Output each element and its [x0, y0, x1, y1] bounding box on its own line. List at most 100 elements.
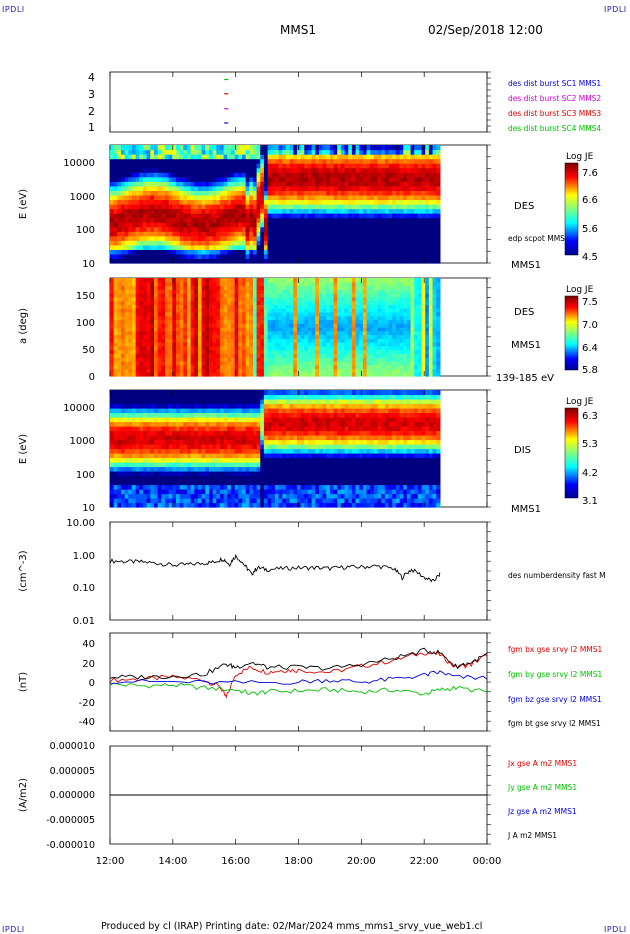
des-energy-cell	[110, 208, 115, 214]
des-energy-cell	[311, 253, 316, 260]
des-pitch-cell	[157, 319, 162, 324]
des-energy-cell	[300, 185, 305, 191]
des-pitch-cell	[164, 293, 170, 298]
des-pitch-cell	[146, 349, 151, 354]
des-pitch-cell	[128, 293, 133, 298]
des-pitch-cell	[414, 360, 419, 366]
des-energy-cell	[208, 258, 214, 264]
des-energy-cell	[175, 199, 181, 205]
des-pitch-cell	[139, 289, 144, 294]
des-energy-cell	[414, 149, 419, 155]
des-energy-cell	[432, 222, 437, 228]
des-energy-cell	[172, 185, 177, 191]
des-energy-cell	[381, 253, 386, 260]
des-pitch-cell	[359, 327, 364, 332]
des-pitch-cell	[296, 278, 302, 283]
des-pitch-cell	[124, 289, 129, 294]
des-pitch-cell	[139, 308, 144, 313]
des-pitch-cell	[110, 345, 115, 351]
des-pitch-cell	[121, 308, 126, 313]
des-energy-cell	[274, 172, 280, 178]
des-energy-cell	[128, 240, 133, 246]
des-pitch-cell	[164, 323, 170, 328]
dis-energy-cell	[146, 493, 151, 499]
des-pitch-cell	[230, 364, 236, 370]
des-pitch-cell	[234, 304, 239, 309]
des-energy-cell	[388, 199, 393, 205]
des-energy-cell	[395, 208, 401, 214]
des-pitch-cell	[168, 308, 173, 313]
des-energy-cell	[355, 190, 360, 196]
des-pitch-cell	[252, 364, 258, 370]
des-pitch-cell	[362, 296, 368, 302]
des-energy-cell	[384, 154, 390, 160]
des-energy-cell	[135, 145, 140, 151]
des-energy-cell	[263, 213, 269, 219]
des-pitch-cell	[421, 315, 426, 321]
des-pitch-cell	[381, 349, 386, 354]
des-energy-cell	[227, 253, 232, 260]
des-energy-cell	[139, 172, 144, 178]
des-pitch-cell	[377, 368, 382, 373]
des-pitch-cell	[326, 342, 331, 347]
dis-energy-cell	[131, 489, 137, 495]
des-pitch-cell	[216, 281, 221, 287]
des-energy-cell	[293, 258, 298, 264]
des-pitch-cell	[282, 281, 287, 287]
des-pitch-cell	[110, 360, 115, 366]
des-pitch-cell	[311, 334, 316, 339]
des-pitch-cell	[153, 345, 159, 351]
des-energy-cell	[293, 213, 298, 219]
des-pitch-cell	[227, 296, 232, 302]
des-energy-cell	[428, 181, 434, 187]
des-energy-cell	[212, 163, 217, 169]
des-energy-cell	[318, 244, 324, 250]
des-energy-cell	[164, 244, 170, 250]
des-energy-cell	[436, 176, 441, 182]
des-pitch-cell	[139, 368, 144, 373]
des-energy-cell	[183, 154, 188, 160]
des-pitch-cell	[208, 293, 214, 298]
des-pitch-cell	[124, 323, 129, 328]
des-energy-cell	[340, 222, 346, 228]
des-pitch-cell	[337, 353, 342, 358]
des-energy-cell	[304, 258, 309, 264]
des-energy-cell	[395, 231, 401, 237]
des-pitch-cell	[131, 349, 137, 354]
des-energy-cell	[212, 244, 217, 250]
des-energy-cell	[417, 204, 423, 210]
des-energy-cell	[179, 231, 184, 237]
des-energy-cell	[355, 176, 360, 182]
des-energy-cell	[436, 167, 441, 173]
des-pitch-cell	[175, 281, 181, 287]
des-energy-cell	[436, 190, 441, 196]
des-energy-cell	[432, 149, 437, 155]
des-energy-cell	[252, 249, 258, 255]
des-pitch-cell	[252, 372, 258, 377]
des-energy-cell	[333, 145, 338, 151]
des-energy-cell	[278, 167, 283, 173]
des-pitch-cell	[205, 345, 210, 351]
dis-energy-cell	[146, 403, 151, 409]
des-pitch-cell	[362, 349, 368, 354]
des-pitch-cell	[351, 353, 357, 358]
des-energy-cell	[370, 158, 375, 164]
des-pitch-cell	[311, 293, 316, 298]
des-pitch-cell	[205, 308, 210, 313]
dis-energy-cell	[142, 462, 148, 468]
des-energy-cell	[146, 253, 151, 260]
des-energy-cell	[370, 244, 375, 250]
des-energy-cell	[307, 167, 313, 173]
des-pitch-cell	[274, 285, 280, 290]
des-pitch-cell	[135, 315, 140, 321]
des-pitch-cell	[307, 278, 313, 283]
dis-energy-cell	[139, 439, 144, 445]
des-energy-cell	[417, 253, 423, 260]
des-energy-cell	[153, 204, 159, 210]
des-pitch-cell	[230, 334, 236, 339]
des-pitch-cell	[113, 353, 118, 358]
des-energy-cell	[153, 149, 159, 155]
dis-energy-cell	[142, 390, 148, 396]
des-energy-cell	[410, 172, 415, 178]
des-pitch-cell	[183, 278, 188, 283]
